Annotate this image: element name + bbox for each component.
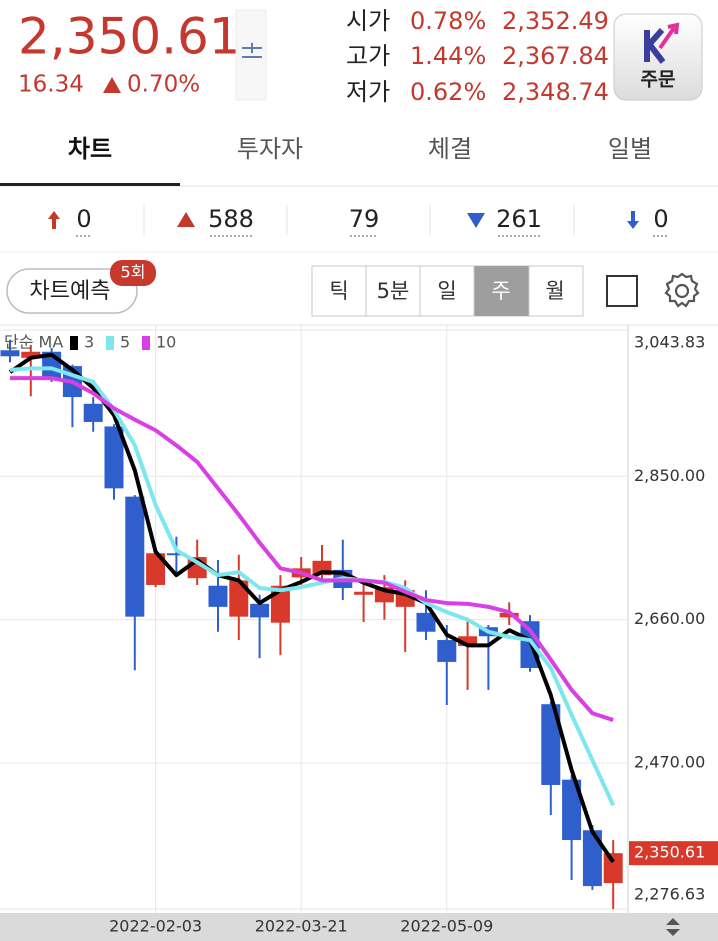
ma-line [9,366,616,807]
order-logo-arrow [658,22,680,50]
quote-value: 2,367.84 [502,42,609,70]
predict-label[interactable]: 차트예측 [30,279,111,304]
candle-body [229,580,249,617]
x-tick-label: 2022-03-21 [255,917,348,936]
legend-label: 5 [120,333,130,352]
period-selector [311,265,584,317]
candle-body [603,853,623,884]
order-label[interactable]: 주문 [641,69,676,91]
y-tick-label: 2,850.00 [634,466,705,485]
y-tick-label: 2,660.00 [634,609,705,628]
quote-label: 시가 [346,7,390,35]
x-tick-label: 2022-05-09 [400,917,493,936]
candle-body [437,640,457,662]
quote-percent: 0.78% [410,7,486,35]
predict-button[interactable] [6,268,138,314]
period-option[interactable]: 일 [437,279,456,303]
quote-label: 저가 [346,78,390,106]
candle-body [0,350,20,357]
legend-label: 10 [156,333,176,352]
quote-value: 2,348.74 [502,78,609,106]
badge-label: 5회 [121,263,146,282]
tab[interactable]: 투자자 [237,135,303,163]
settings-icon[interactable] [664,272,700,308]
rise-triangle [177,212,195,227]
x-axis-bar [0,913,718,941]
price-change: 16.34 [18,72,84,98]
quote-percent: 1.44% [410,42,486,70]
scroll-icon[interactable] [666,918,680,936]
legend-title: 단순 MA [4,333,63,352]
mini-chart-box[interactable] [235,9,267,101]
stat-value: 0 [76,205,91,233]
tab[interactable]: 차트 [68,135,112,163]
candle-body [21,351,41,358]
quote-value: 2,352.49 [502,7,609,35]
candle-body [562,779,582,841]
candle-body [499,612,519,618]
checkbox[interactable] [606,275,638,307]
last-price-label: 2,350.61 [634,843,705,862]
quote-percent: 0.62% [410,78,486,106]
ma-line [10,376,614,722]
stat-value: 79 [349,205,380,233]
fall-triangle [467,213,485,228]
candle-body [458,636,478,647]
candle-body [104,426,124,489]
legend-swatch [142,336,150,350]
upper-limit-arrow [48,211,60,229]
order-logo [644,28,666,64]
badge [110,260,156,286]
stat-value: 588 [208,205,254,233]
candle-body [416,612,436,632]
ma-line [8,352,615,864]
stat-value: 0 [653,205,668,233]
period-option[interactable]: 틱 [329,279,348,303]
y-tick-label: 2,470.00 [634,753,705,772]
period-option[interactable]: 주 [491,279,510,303]
candle-body [582,830,602,887]
legend-swatch [70,336,78,350]
y-tick-label: 2,276.63 [634,885,705,904]
candle-body [208,585,228,607]
tab[interactable]: 체결 [428,135,472,163]
stat-value: 261 [496,205,542,233]
candle-body [83,403,103,422]
tab[interactable]: 일별 [608,135,652,163]
legend-label: 3 [84,333,94,352]
period-option[interactable]: 월 [545,279,564,303]
current-price: 2,350.61 [18,8,241,66]
last-price-tag [629,841,718,866]
y-tick-label: 3,043.83 [634,333,705,352]
tab-underline [0,183,180,186]
candle-body [541,704,561,785]
x-tick-label: 2022-02-03 [109,917,202,936]
candle-body [146,553,166,585]
period-active [474,266,529,316]
up-triangle [103,77,121,93]
candle-body [166,553,186,556]
lower-limit-arrow [627,211,639,229]
change-percent: 0.70% [127,72,200,98]
candle-body [250,603,270,618]
chart: 3,043.83 2,850.00 2,660.00 2,470.00 2,276.63… [0,325,718,936]
period-option[interactable]: 5분 [377,279,410,303]
legend-swatch [106,336,114,350]
quote-label: 고가 [346,42,390,70]
candle-body [125,496,145,617]
candle-body [354,591,374,595]
